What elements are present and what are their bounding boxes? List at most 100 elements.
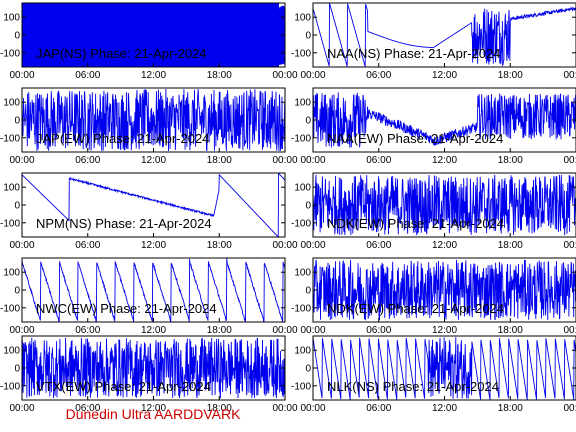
y-tick-label: 100	[294, 98, 311, 109]
phase-trace	[313, 337, 576, 400]
x-tick-label: 00:00	[300, 70, 325, 81]
x-tick-label: 12:00	[141, 70, 166, 81]
saturated-fill	[22, 3, 279, 67]
x-tick-label: 00:00	[272, 403, 297, 414]
x-tick-label: 00:00	[563, 70, 576, 81]
panel-title: NLK(NS) Phase: 21-Apr-2024	[327, 379, 499, 394]
x-tick-label: 12:00	[432, 325, 457, 336]
x-tick-label: 12:00	[432, 155, 457, 166]
phase-trace	[313, 174, 576, 236]
y-tick-label: -100	[0, 48, 20, 59]
y-tick-label: 0	[14, 201, 20, 212]
y-tick-label: -100	[291, 303, 311, 314]
x-tick-label: 00:00	[300, 325, 325, 336]
y-tick-label: 0	[14, 286, 20, 297]
x-tick-label: 06:00	[75, 70, 100, 81]
phase-panel-10: 1000-10000:0006:0012:0018:0000:00NLK(NS)…	[291, 335, 576, 414]
panel-title: NAA(EW) Phase: 21-Apr-2024	[327, 131, 503, 146]
x-tick-label: 00:00	[563, 155, 576, 166]
x-tick-label: 18:00	[498, 240, 523, 251]
y-tick-label: -100	[291, 133, 311, 144]
y-tick-label: 0	[305, 31, 311, 42]
y-tick-label: -100	[0, 381, 20, 392]
x-tick-label: 00:00	[563, 403, 576, 414]
x-tick-label: 00:00	[9, 155, 34, 166]
x-tick-label: 06:00	[75, 155, 100, 166]
phase-trace	[22, 88, 285, 152]
x-tick-label: 06:00	[75, 403, 100, 414]
x-tick-label: 12:00	[141, 325, 166, 336]
y-tick-label: -100	[0, 133, 20, 144]
y-tick-label: -100	[0, 303, 20, 314]
x-tick-label: 06:00	[366, 70, 391, 81]
phase-trace	[313, 3, 576, 67]
phase-trace	[313, 92, 576, 148]
x-tick-label: 00:00	[272, 325, 297, 336]
x-tick-label: 00:00	[272, 155, 297, 166]
x-tick-label: 18:00	[498, 325, 523, 336]
x-tick-label: 06:00	[366, 325, 391, 336]
x-tick-label: 00:00	[9, 70, 34, 81]
y-tick-label: -100	[291, 48, 311, 59]
panel-title: NWC(EW) Phase: 21-Apr-2024	[36, 301, 217, 316]
y-tick-label: 100	[3, 268, 20, 279]
x-tick-label: 12:00	[432, 403, 457, 414]
x-tick-label: 00:00	[9, 240, 34, 251]
x-tick-label: 18:00	[207, 155, 232, 166]
x-tick-label: 12:00	[141, 240, 166, 251]
x-tick-label: 18:00	[207, 325, 232, 336]
x-tick-label: 06:00	[366, 240, 391, 251]
y-tick-label: 100	[294, 346, 311, 357]
panel-title: NDK(EW) Phase: 21-Apr-2024	[327, 301, 504, 316]
y-tick-label: -100	[0, 218, 20, 229]
x-tick-label: 06:00	[75, 240, 100, 251]
x-tick-label: 00:00	[563, 325, 576, 336]
x-tick-label: 18:00	[498, 403, 523, 414]
y-tick-label: 100	[3, 98, 20, 109]
x-tick-label: 00:00	[300, 403, 325, 414]
x-tick-label: 18:00	[207, 240, 232, 251]
x-tick-label: 00:00	[272, 70, 297, 81]
phase-trace	[22, 337, 285, 399]
y-tick-label: -100	[291, 218, 311, 229]
y-tick-label: 0	[305, 364, 311, 375]
y-tick-label: 100	[3, 183, 20, 194]
panel-title: JAP(NS) Phase: 21-Apr-2024	[36, 46, 207, 61]
y-tick-label: 100	[3, 13, 20, 24]
phase-trace	[22, 258, 285, 322]
y-tick-label: 0	[14, 31, 20, 42]
x-tick-label: 00:00	[9, 325, 34, 336]
x-tick-label: 06:00	[366, 403, 391, 414]
x-tick-label: 00:00	[300, 155, 325, 166]
phase-panel-6: 1000-10000:0006:0012:0018:0000:00NDK(EW)…	[291, 172, 576, 251]
x-tick-label: 18:00	[207, 403, 232, 414]
x-tick-label: 06:00	[366, 155, 391, 166]
x-tick-label: 18:00	[498, 70, 523, 81]
x-tick-label: 00:00	[300, 240, 325, 251]
y-tick-label: 0	[305, 286, 311, 297]
x-tick-label: 12:00	[432, 240, 457, 251]
panel-title: VTX(EW) Phase: 21-Apr-2024	[36, 379, 211, 394]
phase-panel-4: 1000-10000:0006:0012:0018:0000:00NAA(EW)…	[291, 87, 576, 166]
x-tick-label: 06:00	[75, 325, 100, 336]
y-tick-label: 0	[14, 364, 20, 375]
x-tick-label: 12:00	[432, 70, 457, 81]
panel-title: JAP(EW) Phase: 21-Apr-2024	[36, 131, 209, 146]
y-tick-label: 100	[294, 13, 311, 24]
y-tick-label: -100	[291, 381, 311, 392]
phase-panel-2: 1000-10000:0006:0012:0018:0000:00NAA(NS)…	[291, 2, 576, 81]
y-tick-label: 0	[14, 116, 20, 127]
x-tick-label: 18:00	[207, 70, 232, 81]
x-tick-label: 00:00	[272, 240, 297, 251]
panel-title: NPM(NS) Phase: 21-Apr-2024	[36, 216, 212, 231]
x-tick-label: 18:00	[498, 155, 523, 166]
y-tick-label: 100	[3, 346, 20, 357]
x-tick-label: 12:00	[141, 403, 166, 414]
